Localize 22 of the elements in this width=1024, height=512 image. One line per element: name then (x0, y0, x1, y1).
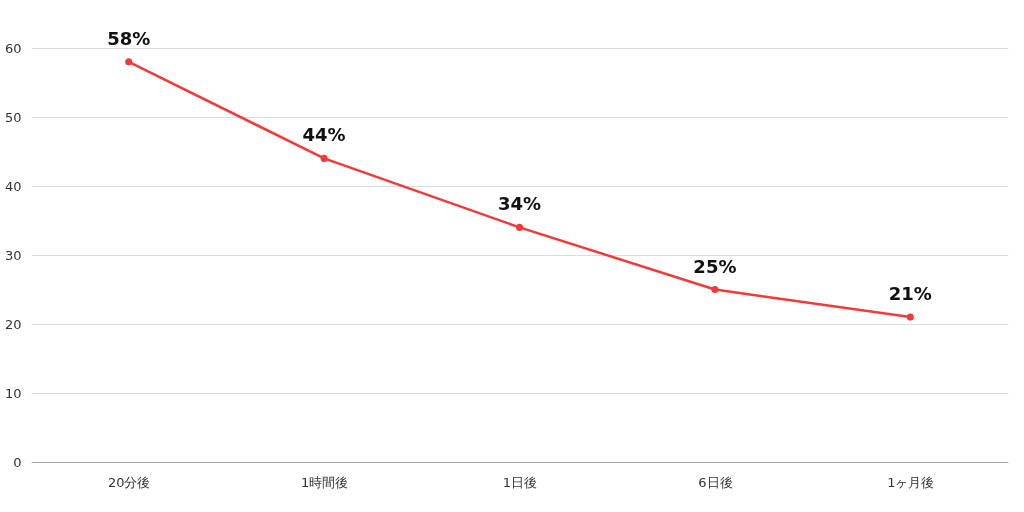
x-tick-label: 1ヶ月後 (887, 474, 935, 490)
point (906, 313, 914, 321)
point (515, 223, 524, 231)
y-tick-label: 60 (4, 40, 22, 56)
data-label: 34% (497, 193, 542, 215)
y-tick-label: 0 (13, 454, 22, 470)
data-label: 58% (107, 27, 151, 49)
y-tick-label: 30 (4, 247, 22, 263)
y-tick-label: 50 (4, 109, 22, 125)
data-label: 21% (888, 283, 932, 305)
y-tick-label: 20 (4, 316, 22, 332)
y-tick-label: 10 (4, 385, 22, 401)
point (711, 285, 719, 294)
data-label: 25% (693, 255, 737, 277)
y-tick-label: 40 (4, 178, 22, 194)
x-tick-label: 6日後 (698, 474, 733, 490)
data-label: 44% (302, 124, 346, 146)
x-tick-label: 1日後 (502, 474, 538, 490)
point (320, 154, 328, 162)
point (125, 58, 133, 66)
x-tick-label: 20分後 (107, 474, 151, 490)
x-tick-label: 1時間後 (300, 474, 349, 490)
